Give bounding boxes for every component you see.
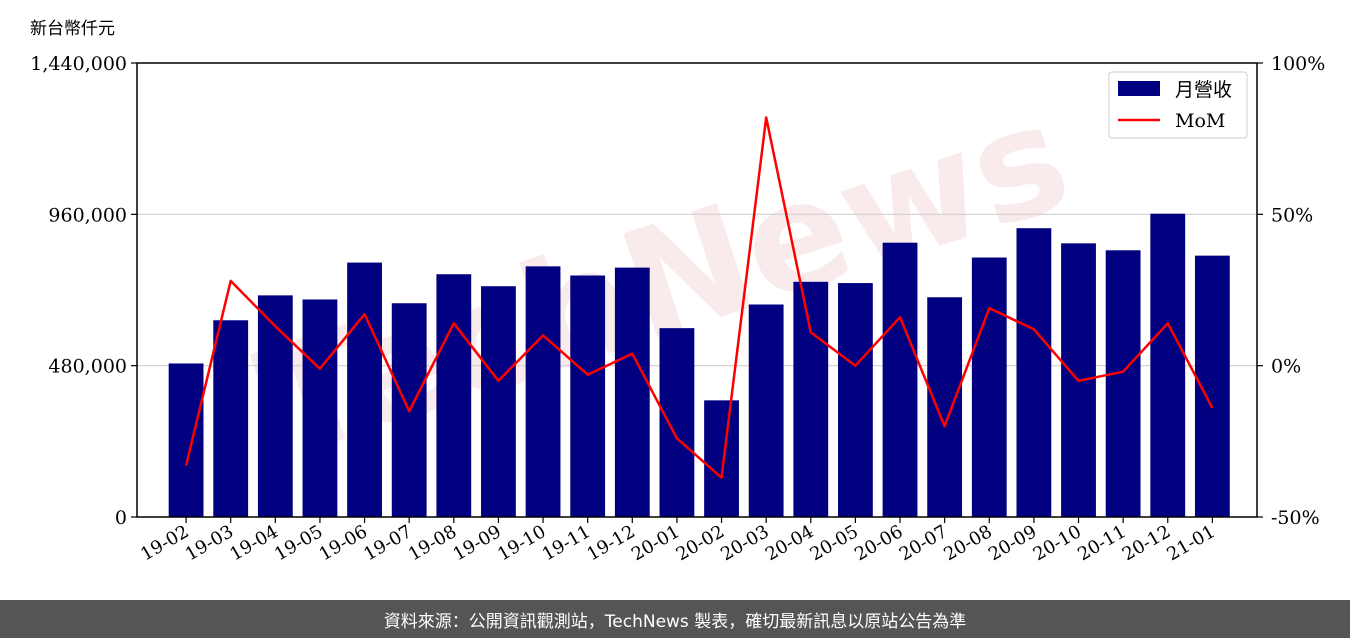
revenue-bar (1016, 228, 1052, 517)
mom-series-line (184, 116, 1214, 479)
x-tick-label: 20-09 (985, 521, 1040, 565)
x-tick-label: 20-05 (806, 521, 861, 565)
x-tick-label: 19-08 (405, 521, 460, 565)
x-tick-label: 20-12 (1119, 521, 1174, 565)
revenue-bar (614, 267, 650, 517)
revenue-bar (927, 297, 963, 517)
x-tick-label: 20-04 (762, 521, 817, 565)
revenue-chart: TechNews 0480,000960,0001,440,000-50%0%5… (30, 53, 1325, 565)
revenue-bar (257, 295, 293, 517)
revenue-bar (525, 266, 561, 517)
x-tick-label: 19-09 (449, 521, 504, 565)
x-tick-label: 20-08 (940, 521, 995, 565)
y-right-tick-label: -50% (1271, 507, 1320, 529)
revenue-bar (481, 286, 516, 517)
x-tick-label: 19-11 (539, 521, 594, 565)
revenue-bar (570, 275, 606, 517)
revenue-bar (213, 320, 249, 517)
y-right-tick-label: 50% (1271, 204, 1313, 226)
x-tick-label: 19-12 (583, 521, 638, 565)
x-tick-label: 19-10 (494, 521, 549, 565)
legend-bar-swatch (1118, 81, 1160, 96)
y-right-tick-label: 0% (1271, 356, 1301, 378)
revenue-bar (1150, 213, 1186, 518)
y-left-tick-label: 480,000 (48, 356, 127, 378)
source-footer: 資料來源：公開資訊觀測站，TechNews 製表，確切最新訊息以原站公告為準 (0, 600, 1350, 638)
revenue-bar (838, 283, 873, 517)
y-right-tick-label: 100% (1271, 53, 1325, 75)
y-left-tick-label: 960,000 (48, 204, 127, 226)
legend-bar-label: 月營收 (1175, 79, 1232, 101)
x-tick-label: 19-04 (226, 521, 281, 565)
y-axis-label: 新台幣仟元 (30, 19, 115, 39)
x-tick-label: 20-02 (673, 521, 728, 565)
revenue-bar (704, 400, 739, 517)
x-tick-label: 20-10 (1030, 521, 1085, 565)
revenue-bar (1105, 250, 1141, 517)
x-tick-label: 19-07 (360, 521, 415, 565)
revenue-bar (748, 304, 784, 517)
x-tick-label: 21-01 (1163, 521, 1218, 565)
mom-line (184, 116, 1214, 479)
revenue-bar (302, 299, 338, 517)
x-tick-label: 20-03 (717, 521, 772, 565)
x-tick-label: 19-05 (271, 521, 326, 565)
revenue-bar (168, 363, 204, 517)
revenue-bar (659, 328, 695, 517)
x-tick-label: 20-06 (851, 521, 906, 565)
x-tick-label: 19-03 (182, 521, 237, 565)
revenue-bar (347, 262, 382, 517)
revenue-bar (793, 281, 829, 517)
y-left-tick-label: 1,440,000 (30, 53, 127, 75)
revenue-bar (436, 274, 472, 517)
revenue-bar (971, 257, 1007, 517)
revenue-bar (882, 242, 918, 518)
x-tick-label: 20-07 (896, 521, 951, 565)
plot-frame (136, 62, 1258, 518)
x-tick-label: 19-02 (137, 521, 192, 565)
x-tick-label: 20-01 (628, 521, 683, 565)
legend: 月營收 MoM (1108, 71, 1248, 139)
x-tick-label: 20-11 (1074, 521, 1129, 565)
x-tick-label: 19-06 (316, 521, 371, 565)
legend-line-label: MoM (1175, 110, 1225, 132)
y-left-tick-label: 0 (115, 507, 127, 529)
